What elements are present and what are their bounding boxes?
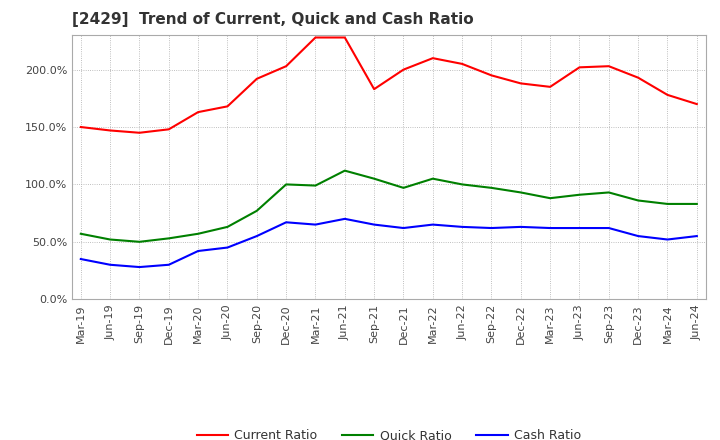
Cash Ratio <box>76 257 85 262</box>
Cash Ratio <box>311 222 320 227</box>
Quick Ratio <box>311 183 320 188</box>
Cash Ratio <box>370 222 379 227</box>
Quick Ratio <box>546 195 554 201</box>
Cash Ratio <box>282 220 290 225</box>
Quick Ratio <box>370 176 379 181</box>
Quick Ratio <box>693 201 701 206</box>
Quick Ratio <box>223 224 232 230</box>
Text: [2429]  Trend of Current, Quick and Cash Ratio: [2429] Trend of Current, Quick and Cash … <box>72 12 474 27</box>
Cash Ratio <box>428 222 437 227</box>
Quick Ratio <box>194 231 202 236</box>
Current Ratio <box>575 65 584 70</box>
Quick Ratio <box>399 185 408 191</box>
Cash Ratio <box>458 224 467 230</box>
Cash Ratio <box>487 225 496 231</box>
Current Ratio <box>76 125 85 130</box>
Current Ratio <box>458 61 467 66</box>
Cash Ratio <box>223 245 232 250</box>
Cash Ratio <box>575 225 584 231</box>
Current Ratio <box>428 55 437 61</box>
Current Ratio <box>605 63 613 69</box>
Quick Ratio <box>135 239 144 245</box>
Quick Ratio <box>282 182 290 187</box>
Cash Ratio <box>663 237 672 242</box>
Cash Ratio <box>253 234 261 239</box>
Cash Ratio <box>106 262 114 268</box>
Quick Ratio <box>76 231 85 236</box>
Line: Current Ratio: Current Ratio <box>81 37 697 133</box>
Current Ratio <box>194 110 202 115</box>
Current Ratio <box>311 35 320 40</box>
Cash Ratio <box>194 248 202 253</box>
Quick Ratio <box>106 237 114 242</box>
Quick Ratio <box>164 236 173 241</box>
Current Ratio <box>106 128 114 133</box>
Quick Ratio <box>605 190 613 195</box>
Quick Ratio <box>663 201 672 206</box>
Quick Ratio <box>487 185 496 191</box>
Legend: Current Ratio, Quick Ratio, Cash Ratio: Current Ratio, Quick Ratio, Cash Ratio <box>192 424 586 440</box>
Current Ratio <box>516 81 525 86</box>
Current Ratio <box>487 73 496 78</box>
Current Ratio <box>634 75 642 81</box>
Line: Cash Ratio: Cash Ratio <box>81 219 697 267</box>
Current Ratio <box>135 130 144 136</box>
Cash Ratio <box>605 225 613 231</box>
Current Ratio <box>546 84 554 89</box>
Cash Ratio <box>546 225 554 231</box>
Cash Ratio <box>341 216 349 221</box>
Current Ratio <box>693 102 701 107</box>
Quick Ratio <box>634 198 642 203</box>
Cash Ratio <box>135 264 144 270</box>
Quick Ratio <box>428 176 437 181</box>
Line: Quick Ratio: Quick Ratio <box>81 171 697 242</box>
Current Ratio <box>370 87 379 92</box>
Cash Ratio <box>516 224 525 230</box>
Current Ratio <box>164 127 173 132</box>
Current Ratio <box>253 76 261 81</box>
Current Ratio <box>341 35 349 40</box>
Current Ratio <box>663 92 672 98</box>
Cash Ratio <box>399 225 408 231</box>
Cash Ratio <box>634 234 642 239</box>
Quick Ratio <box>341 168 349 173</box>
Cash Ratio <box>693 234 701 239</box>
Quick Ratio <box>575 192 584 198</box>
Quick Ratio <box>458 182 467 187</box>
Current Ratio <box>223 104 232 109</box>
Cash Ratio <box>164 262 173 268</box>
Quick Ratio <box>516 190 525 195</box>
Current Ratio <box>399 67 408 72</box>
Current Ratio <box>282 63 290 69</box>
Quick Ratio <box>253 208 261 213</box>
